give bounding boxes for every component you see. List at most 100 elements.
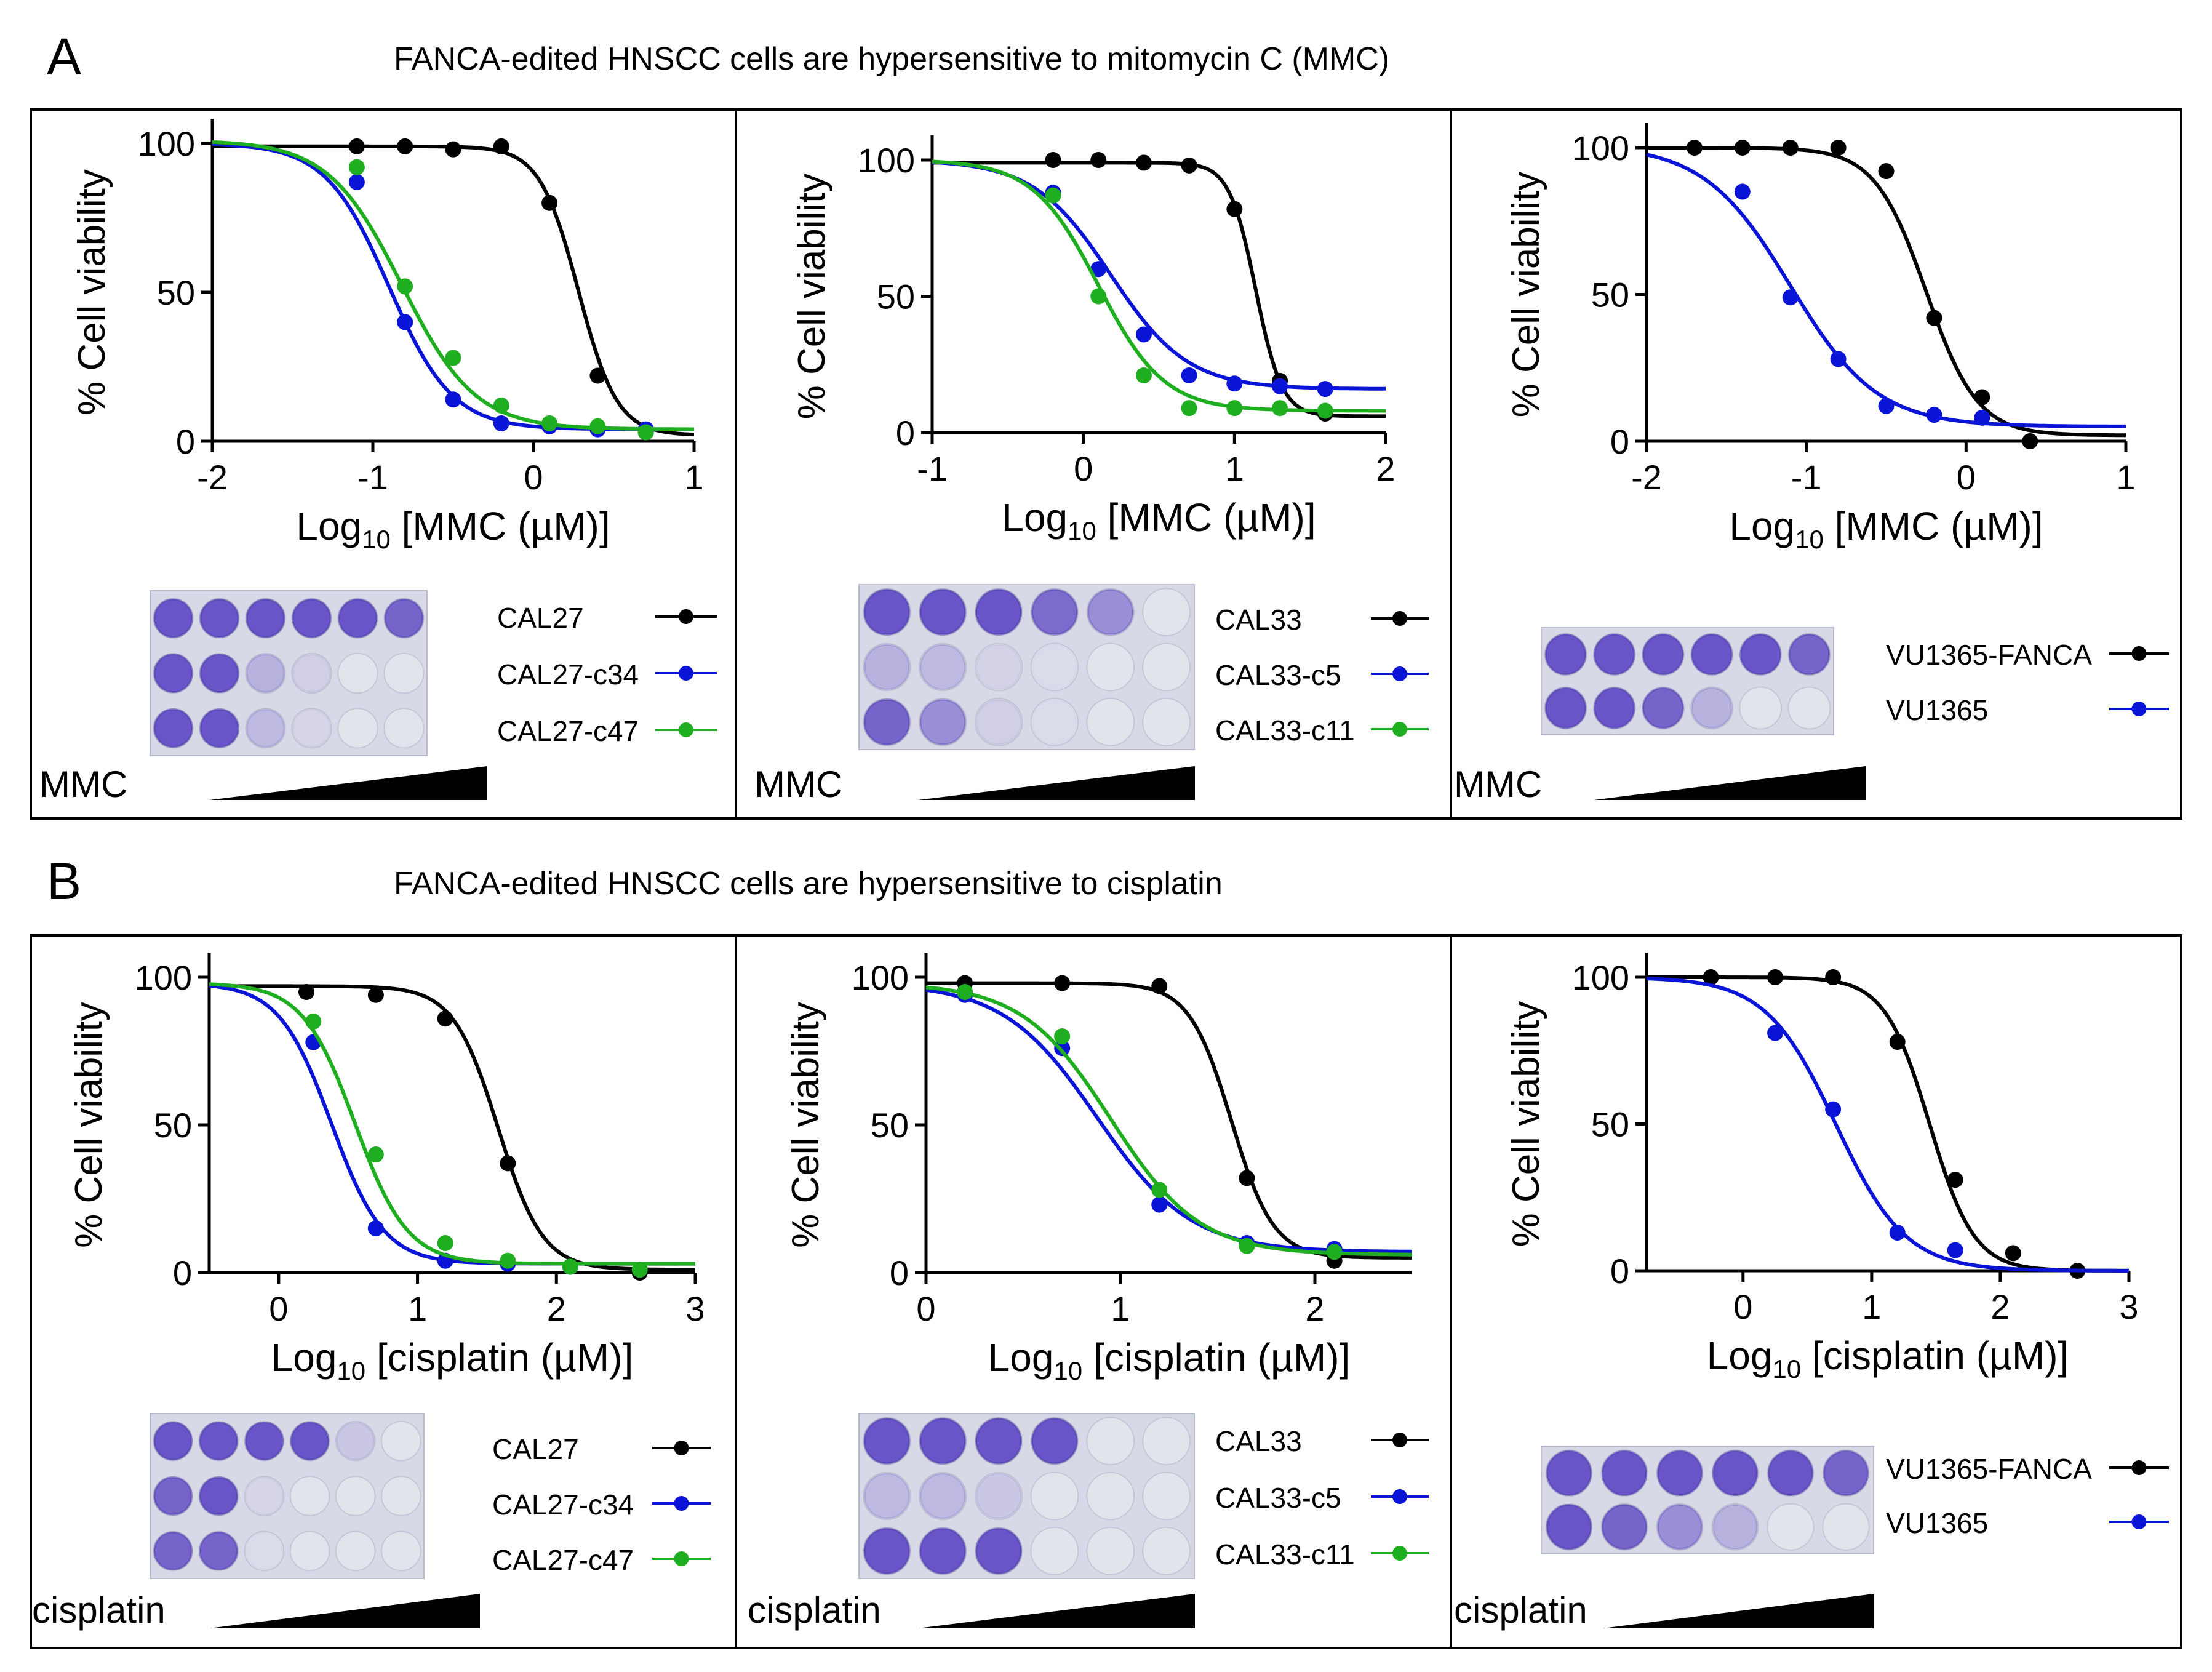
legend-label-CAL27-c34: CAL27-c34: [492, 1489, 634, 1521]
drug-label: MMC: [39, 764, 127, 805]
y-axis-title: % Cell viability: [68, 1002, 110, 1248]
data-point-VU1365-FANCA: [1947, 1172, 1963, 1188]
legend-label-CAL33-c11: CAL33-c11: [1215, 1538, 1355, 1570]
plate-well: [244, 1530, 285, 1572]
data-point-VU1365: [1889, 1224, 1906, 1241]
plate-well-stain: [244, 1476, 284, 1516]
dose-gradient-wedge: [209, 766, 487, 800]
data-point-VU1365: [1734, 183, 1751, 200]
fit-curve-CAL27-c34: [212, 142, 694, 431]
data-point-CAL33-c5: [1090, 261, 1107, 278]
plate-well: [291, 708, 332, 749]
data-point-VU1365: [1830, 351, 1847, 367]
legend-marker-VU1365-FANCA: [2131, 1460, 2147, 1475]
dose-gradient-wedge: [918, 1594, 1195, 1628]
y-tick-label: 50: [877, 278, 915, 316]
legend-marker-CAL27-c47: [679, 722, 693, 737]
data-point-CAL27: [500, 1155, 516, 1172]
drug-label: cisplatin: [1454, 1590, 1587, 1631]
plate-well: [1142, 1417, 1191, 1466]
plate-background: [150, 1413, 425, 1579]
fit-curve-VU1365-FANCA: [1647, 975, 2129, 1273]
legend-marker-CAL33-c5: [1392, 666, 1407, 681]
legend-label-VU1365-FANCA: VU1365-FANCA: [1886, 1453, 2092, 1485]
plate-well: [289, 1476, 330, 1516]
x-axis-title-subscript: 10: [1772, 1354, 1801, 1383]
data-point-CAL33-c5: [1151, 1196, 1168, 1213]
plate-well-stain: [919, 644, 967, 690]
y-axis-title: % Cell viability: [1505, 1001, 1547, 1247]
y-axis-title: % Cell viability: [71, 169, 113, 415]
x-axis-title: Log10 [MMC (µM)]: [296, 504, 610, 554]
plate-well: [1086, 1471, 1135, 1521]
data-point-CAL27-c34: [397, 314, 413, 330]
plate-well-stain: [1546, 1504, 1592, 1550]
plate-well: [1142, 642, 1191, 692]
plate-well: [291, 652, 332, 694]
x-axis-title-rest: [MMC (µM)]: [1096, 495, 1316, 540]
x-tick-label: 1: [684, 458, 703, 497]
data-point-VU1365-FANCA: [1926, 310, 1942, 326]
plate-background: [858, 1413, 1195, 1579]
y-tick-label: 50: [1591, 276, 1629, 314]
plate-well-stain: [1642, 687, 1684, 729]
dose-gradient-wedge: [918, 766, 1195, 800]
panel-heading-b: FANCA-edited HNSCC cells are hypersensit…: [394, 866, 1223, 902]
plate-well-stain: [1642, 633, 1684, 676]
plate-well-stain: [975, 698, 1023, 746]
y-tick-label: 50: [1591, 1105, 1629, 1144]
legend-label-CAL27-c34: CAL27-c34: [497, 658, 639, 690]
x-axis-title-subscript: 10: [1068, 516, 1096, 545]
plate-well: [1030, 1471, 1079, 1521]
x-tick-label: 0: [269, 1289, 288, 1328]
fit-curve-CAL27: [209, 984, 695, 1272]
plate-well-stain: [975, 1473, 1023, 1519]
panel-heading-a: FANCA-edited HNSCC cells are hypersensit…: [394, 41, 1390, 77]
plate-well-stain: [919, 1527, 967, 1575]
plate-well-stain: [153, 1421, 193, 1461]
data-point-CAL33: [1054, 975, 1071, 991]
y-axis-title: % Cell viability: [1505, 172, 1547, 418]
x-tick-label: 1: [408, 1289, 427, 1328]
plate-well: [335, 1420, 376, 1462]
legend-marker-VU1365-FANCA: [2131, 646, 2147, 661]
plate-well: [1142, 1471, 1191, 1521]
data-point-CAL27-c47: [348, 159, 365, 175]
plate-well: [863, 642, 911, 692]
legend-marker-VU1365: [2131, 1514, 2147, 1529]
plate-well-stain: [199, 1421, 239, 1461]
data-point-CAL27-c47: [500, 1252, 516, 1269]
plate-well: [974, 642, 1023, 692]
y-tick-label: 0: [1610, 422, 1629, 461]
data-point-CAL27-c47: [562, 1258, 578, 1275]
legend-marker-CAL27-c34: [679, 666, 693, 681]
x-tick-label: 3: [685, 1289, 705, 1328]
plate-well: [337, 652, 378, 694]
well-plate-image: [1541, 1446, 1874, 1554]
fit-curve-CAL27: [212, 144, 695, 437]
fit-curve-VU1365: [1646, 977, 2129, 1273]
legend-marker-CAL33: [1392, 611, 1407, 626]
x-axis-title-subscript: 10: [337, 1356, 365, 1385]
x-tick-label: 2: [1376, 449, 1395, 488]
plate-well-stain: [1087, 588, 1134, 636]
data-point-CAL27: [493, 138, 509, 154]
plate-well: [1767, 1503, 1815, 1551]
data-point-VU1365: [1926, 407, 1942, 423]
x-tick-label: 1: [1862, 1287, 1881, 1326]
data-point-CAL33: [1135, 154, 1152, 171]
plate-well-stain: [335, 1421, 375, 1461]
plate-well-stain: [292, 708, 332, 748]
plate-well-stain: [1712, 1504, 1759, 1550]
fit-curve-CAL33-c11: [925, 985, 1412, 1257]
data-point-VU1365: [1878, 398, 1895, 414]
plate-well-stain: [1788, 633, 1831, 676]
plate-well-stain: [153, 708, 193, 748]
legend-marker-CAL33-c11: [1392, 722, 1407, 737]
plate-well: [245, 652, 286, 694]
plate-well-stain: [975, 1527, 1023, 1575]
plate-well-stain: [199, 1476, 239, 1516]
y-tick-label: 0: [1610, 1252, 1629, 1290]
plate-well-stain: [863, 1473, 911, 1519]
data-point-CAL27-c47: [397, 278, 413, 295]
